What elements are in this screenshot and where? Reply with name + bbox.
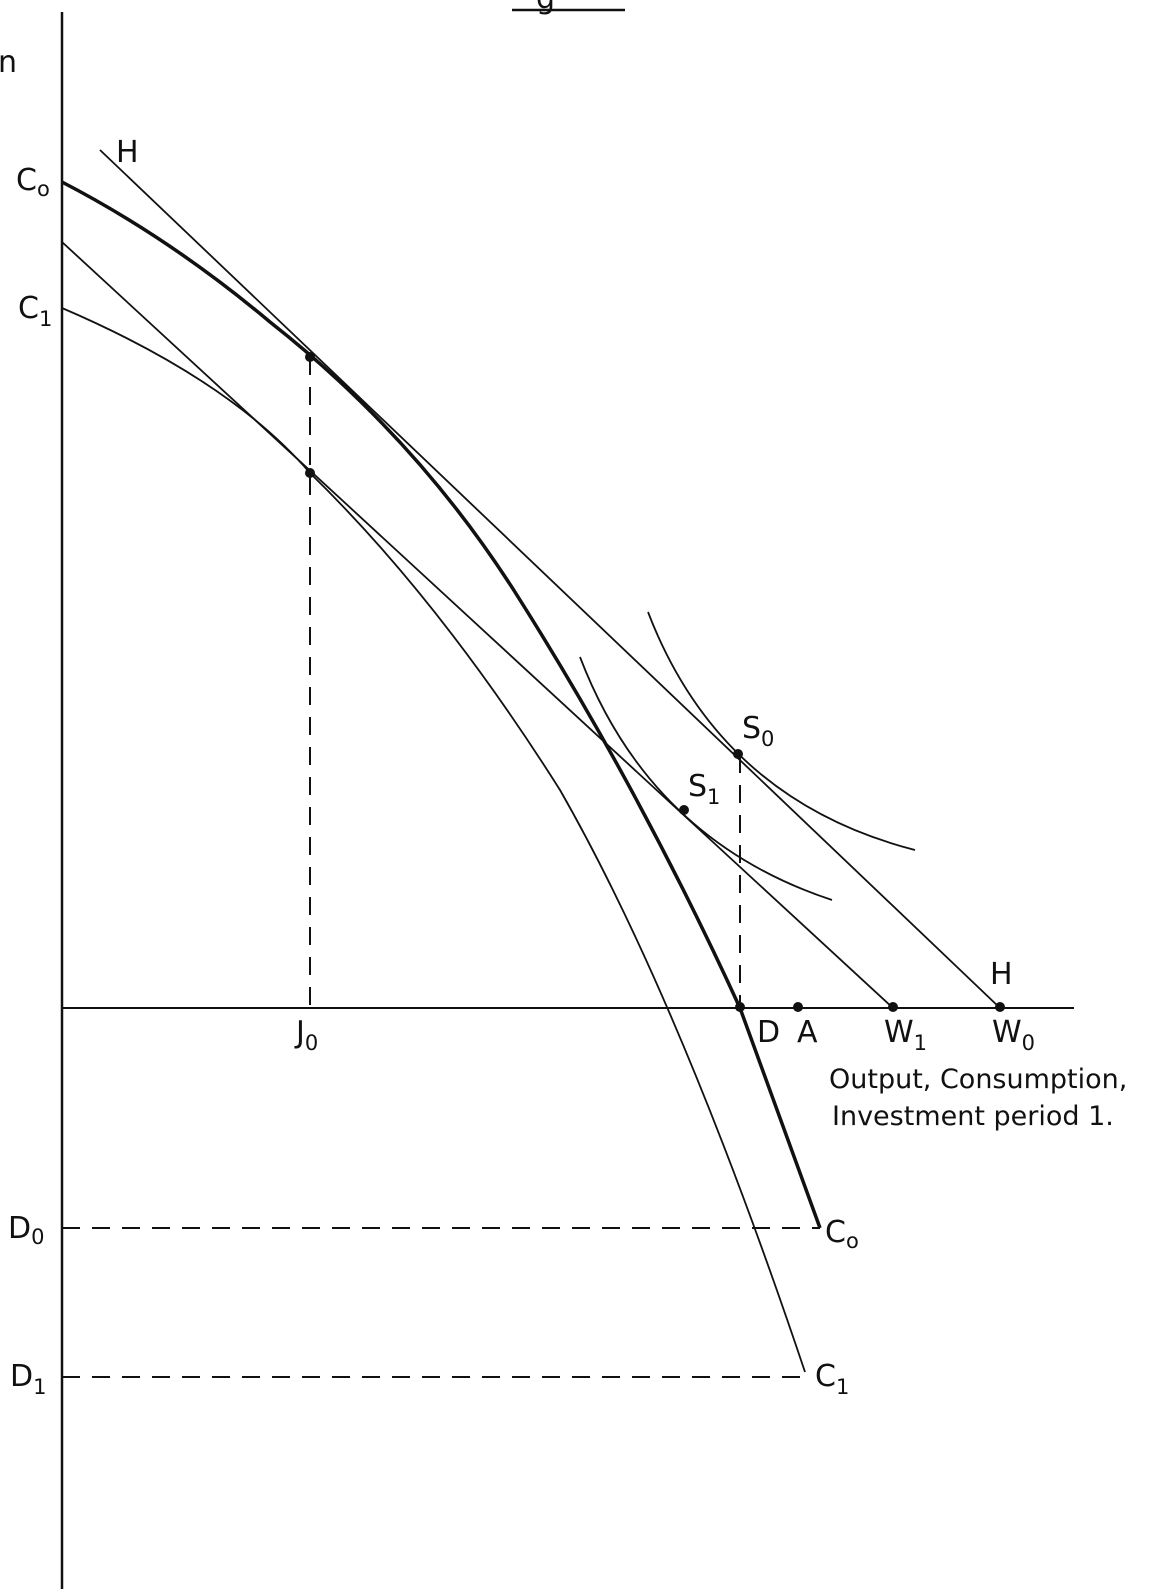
line-h: [99, 149, 1001, 1009]
indifference-curve-s1: [579, 656, 833, 901]
x-axis-caption-line1: Output, Consumption,: [829, 1064, 1127, 1095]
label-h-bottom: H: [990, 957, 1013, 992]
label-w1: W1: [884, 1015, 927, 1055]
point-s1: [679, 805, 689, 815]
point-upper-j0: [305, 352, 315, 362]
title-fragment: g: [536, 0, 555, 16]
label-d0: D0: [8, 1211, 44, 1249]
label-c1-end: C1: [815, 1359, 849, 1399]
label-w0: W0: [992, 1015, 1035, 1055]
x-axis-caption-line2: Investment period 1.: [832, 1101, 1114, 1132]
label-c0-end: Co: [825, 1215, 859, 1253]
point-w1: [888, 1002, 898, 1012]
label-s1: S1: [688, 769, 720, 809]
point-a: [793, 1002, 803, 1012]
point-w0: [995, 1002, 1005, 1012]
y-axis-label-fragment: n: [0, 45, 17, 80]
label-h-top: H: [116, 135, 139, 170]
curve-c1: [61, 307, 806, 1373]
label-c1-axis: C1: [18, 291, 52, 331]
curve-c0-bold: [61, 180, 822, 1229]
label-c0-axis: Co: [16, 163, 50, 201]
line-w1: [61, 241, 894, 1009]
label-a: A: [797, 1015, 818, 1050]
indifference-curve-s0: [647, 611, 916, 851]
label-d: D: [757, 1015, 780, 1050]
label-s0: S0: [742, 711, 774, 751]
point-s0: [733, 749, 743, 759]
point-d: [735, 1002, 745, 1012]
label-j0: J0: [294, 1015, 318, 1055]
label-d1: D1: [10, 1359, 46, 1399]
point-lower-j0: [305, 468, 315, 478]
